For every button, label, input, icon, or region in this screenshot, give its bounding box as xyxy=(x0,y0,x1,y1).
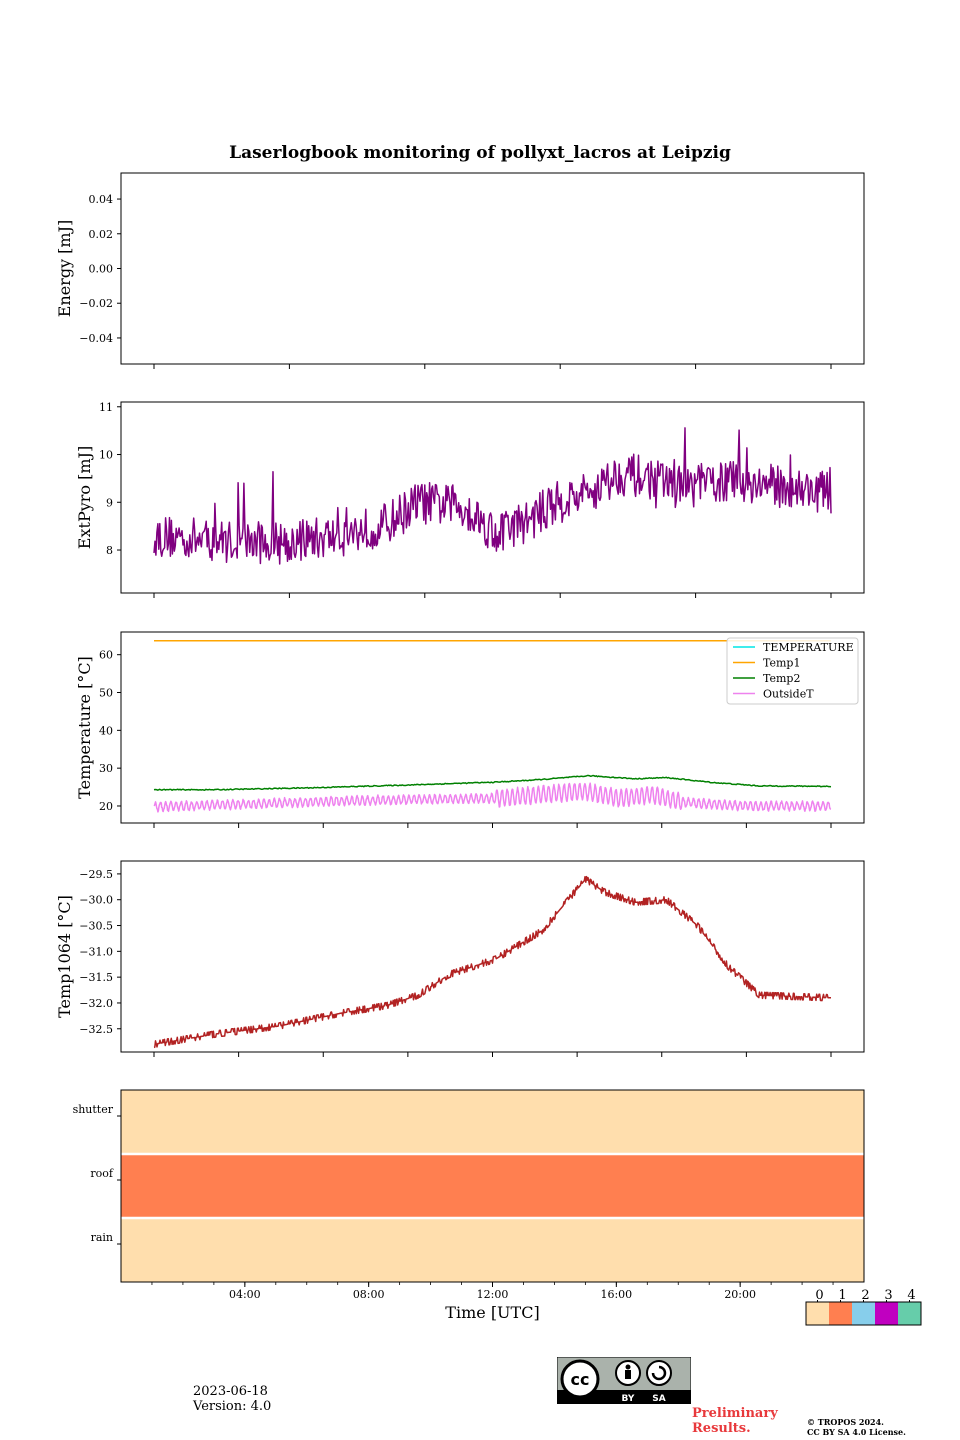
x-tick-label: 08:00 xyxy=(353,1288,385,1301)
y-tick-label: 0.02 xyxy=(89,228,114,241)
colorbar-swatch-4 xyxy=(898,1302,921,1325)
y-tick-label: 40 xyxy=(99,724,113,737)
legend: TEMPERATURE Temp1 Temp2 OutsideT xyxy=(726,637,859,705)
panel-3: 20 30 40 50 60 Temperature [°C] TEMPERATURE Tem… xyxy=(75,631,865,828)
series-line-series-0 xyxy=(153,427,832,565)
copyright-line-1: © TROPOS 2024. xyxy=(807,1417,884,1427)
y-tick-label: 30 xyxy=(99,762,113,775)
preliminary-line-1: Preliminary xyxy=(692,1406,778,1421)
cc-icon xyxy=(560,1359,600,1399)
svg-text:cc: cc xyxy=(571,1370,590,1389)
y-axis-label: ExtPyro [mJ] xyxy=(75,446,94,549)
y-tick-label: −31.0 xyxy=(79,945,113,958)
sa-icon xyxy=(646,1360,672,1386)
colorbar-label-3: 3 xyxy=(884,1288,892,1303)
y-axis-label: Temp1064 [°C] xyxy=(55,895,74,1018)
x-axis-label: Time [UTC] xyxy=(445,1303,539,1322)
panel-frame xyxy=(120,172,865,365)
x-tick-label: 04:00 xyxy=(229,1288,261,1301)
legend-entry-outsidet: OutsideT xyxy=(763,688,814,701)
panel-frame xyxy=(120,860,865,1053)
y-tick-label: 9 xyxy=(106,496,113,509)
legend-entry-temp2: Temp2 xyxy=(763,672,800,685)
y-tick-label: −31.5 xyxy=(79,971,113,984)
status-row-shutter xyxy=(121,1090,864,1154)
y-tick-label: −30.5 xyxy=(79,920,113,933)
x-tick-label: 16:00 xyxy=(600,1288,632,1301)
y-tick-label: 11 xyxy=(99,401,113,414)
y-tick-label: 20 xyxy=(99,800,113,813)
cc-by-sa-badge: cc BY SA xyxy=(557,1357,691,1404)
badge-sa-label: SA xyxy=(652,1394,665,1404)
y-tick-label: −0.04 xyxy=(79,332,113,345)
y-tick-label: 0.00 xyxy=(89,263,114,276)
colorbar-label-0: 0 xyxy=(815,1288,823,1303)
colorbar-label-4: 4 xyxy=(907,1288,915,1303)
legend-frame xyxy=(726,637,859,705)
panel-4: −29.5 −30.0 −30.5 −31.0 −31.5 −32.0 −32.5 Temp1… xyxy=(55,860,865,1057)
status-row-label-rain: rain xyxy=(91,1231,113,1244)
y-tick-label: 0.04 xyxy=(89,193,114,206)
status-row-rain xyxy=(121,1218,864,1282)
legend-entry-temp1: Temp1 xyxy=(763,657,800,670)
series-line-temp2 xyxy=(153,774,832,791)
status-row-label-shutter: shutter xyxy=(73,1103,114,1116)
y-tick-label: −30.0 xyxy=(79,894,113,907)
x-tick-label: 20:00 xyxy=(724,1288,756,1301)
panel-1: 0.04 0.02 0.00 −0.02 −0.04 Energy [mJ] xyxy=(55,172,865,369)
date-text: 2023-06-18 xyxy=(193,1384,268,1399)
colorbar-swatch-1 xyxy=(829,1302,852,1325)
colorbar-swatch-2 xyxy=(852,1302,875,1325)
series-line-outsidet xyxy=(153,782,832,813)
status-row-label-roof: roof xyxy=(90,1167,114,1180)
panel-2: 8 9 10 11 ExtPyro [mJ] xyxy=(75,401,865,598)
y-tick-label: −0.02 xyxy=(79,297,113,310)
y-tick-label: 50 xyxy=(99,687,113,700)
colorbar-label-2: 2 xyxy=(861,1288,869,1303)
colorbar-swatch-0 xyxy=(806,1302,829,1325)
copyright-line-2: CC BY SA 4.0 License. xyxy=(807,1427,906,1437)
legend-entry-temperature: TEMPERATURE xyxy=(763,641,854,654)
series-line-series-0 xyxy=(153,875,831,1049)
chart-title: Laserlogbook monitoring of pollyxt_lacro… xyxy=(229,143,731,163)
version-text: Version: 4.0 xyxy=(193,1399,272,1414)
y-tick-label: 60 xyxy=(99,649,113,662)
preliminary-note: Preliminary Results. xyxy=(692,1406,778,1436)
y-tick-label: −29.5 xyxy=(79,868,113,881)
panel-frame xyxy=(120,401,865,594)
colorbar-swatch-3 xyxy=(875,1302,898,1325)
colorbar-label-1: 1 xyxy=(838,1288,846,1303)
y-tick-label: −32.5 xyxy=(79,1023,113,1036)
y-tick-label: 8 xyxy=(106,544,113,557)
y-tick-label: −32.0 xyxy=(79,997,113,1010)
y-axis-label: Energy [mJ] xyxy=(55,220,74,318)
copyright-note: © TROPOS 2024. CC BY SA 4.0 License. xyxy=(807,1417,906,1437)
preliminary-line-2: Results. xyxy=(692,1421,751,1436)
y-axis-label: Temperature [°C] xyxy=(75,656,94,799)
x-tick-label: 12:00 xyxy=(477,1288,509,1301)
panel-5-status: shutter roof rain 04:00 08:00 12:00 16:00 20:00… xyxy=(73,1089,865,1322)
y-tick-label: 10 xyxy=(99,449,113,462)
badge-by-label: BY xyxy=(622,1394,635,1404)
colorbar-frame xyxy=(805,1301,922,1326)
status-row-roof xyxy=(121,1154,864,1218)
date-version: 2023-06-18 Version: 4.0 xyxy=(193,1384,271,1414)
